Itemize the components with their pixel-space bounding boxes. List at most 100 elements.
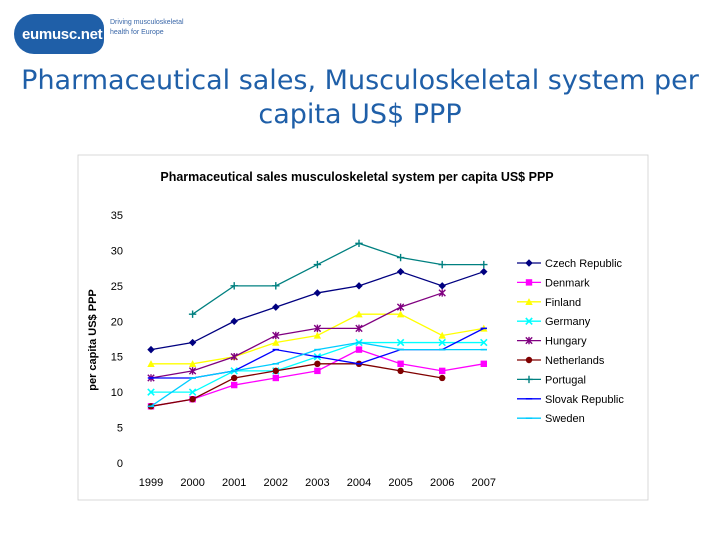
data-point [230,282,238,290]
series-hungary [147,289,446,382]
data-point [355,310,363,318]
logo-tagline-line-2: health for Europe [110,29,164,36]
data-point [272,282,280,290]
logo-name: eumusc.net [22,26,103,43]
legend-item: Germany [517,316,591,328]
data-point [439,374,446,382]
legend-item: Hungary [517,336,587,348]
data-point [438,260,446,269]
legend-item: Czech Republic [517,258,623,270]
y-tick-label: 35 [111,210,123,222]
x-tick-label: 2002 [264,477,288,489]
chart-area [77,154,649,501]
legend-item: Netherlands [517,355,605,367]
data-point [525,336,533,345]
y-tick-label: 30 [111,245,123,257]
y-tick-label: 25 [111,281,123,293]
data-point [355,324,363,333]
y-tick-label: 15 [111,352,123,364]
logo-badge [14,14,104,54]
data-point [313,331,322,339]
data-point [438,338,446,347]
x-tick-label: 2005 [388,477,412,489]
y-axis: 0 5 10 15 20 25 30 35 [111,210,123,470]
eumusc-logo: eumusc.net Driving musculoskeletal healt… [8,8,198,58]
x-tick-label: 2006 [430,477,454,489]
data-point [188,310,197,318]
data-point [230,353,238,361]
legend-item: Slovak Republic [517,394,624,406]
data-point [480,260,488,269]
data-point [396,253,405,262]
data-point [396,303,405,311]
series-netherlands [147,360,446,410]
data-point [272,338,280,346]
data-point [147,345,155,354]
x-tick-label: 2007 [472,477,496,489]
data-point [438,331,446,339]
legend-label: Germany [545,316,591,328]
data-point [480,338,488,347]
legend-item: Sweden [517,413,585,425]
y-tick-label: 20 [111,316,123,328]
data-point [525,375,533,384]
y-axis-label: per capita US$ PPP [87,289,99,391]
series-finland [147,310,488,367]
data-point [396,310,405,318]
data-point [480,267,488,276]
series-czech-republic [147,267,488,354]
data-point [189,396,196,403]
data-point [272,303,280,311]
data-point [439,367,446,375]
legend-label: Portugal [545,374,586,386]
data-point [314,360,321,367]
series-portugal [188,239,488,318]
data-point [313,324,322,333]
data-point [397,367,404,375]
legend-label: Czech Republic [545,258,623,270]
legend-item: Portugal [517,374,586,386]
series-line [150,292,443,379]
data-point [313,289,322,297]
data-point [396,338,405,347]
data-point [188,388,197,396]
data-point [525,279,533,286]
data-point [147,360,155,367]
data-point [397,360,404,367]
y-tick-label: 5 [117,423,123,435]
x-tick-label: 2000 [180,477,204,489]
data-point [438,282,446,290]
data-point [525,298,533,305]
data-point [396,267,405,276]
legend-label: Finland [545,297,581,309]
legend-label: Sweden [545,413,585,425]
legend-label: Hungary [545,336,587,348]
series-line [192,242,484,315]
series-line [150,363,443,407]
data-point [230,317,238,325]
data-point [525,259,533,267]
data-point [272,374,279,382]
data-point [314,367,321,375]
data-point [355,346,363,353]
x-tick-label: 2004 [347,477,371,489]
series-sweden [147,341,487,408]
legend: Czech Republic Denmark Finland Germany Hunga… [517,258,624,425]
data-point [525,317,533,325]
data-point [313,260,322,269]
data-point [231,374,238,382]
legend-label: Denmark [545,277,590,289]
slide-title: Pharmaceutical sales, Musculoskeletal sy… [21,65,699,130]
x-tick-label: 1999 [139,477,163,489]
data-point [272,331,280,340]
data-point [188,367,197,375]
chart-title: Pharmaceutical sales musculoskeletal sys… [160,170,553,184]
legend-label: Netherlands [545,355,605,367]
logo-tagline-line-1: Driving musculoskeletal [110,19,184,26]
data-point [438,289,446,297]
y-tick-label: 0 [117,458,123,470]
data-point [147,388,155,396]
series-layer [147,239,488,410]
data-point [272,367,279,375]
data-point [188,338,197,347]
